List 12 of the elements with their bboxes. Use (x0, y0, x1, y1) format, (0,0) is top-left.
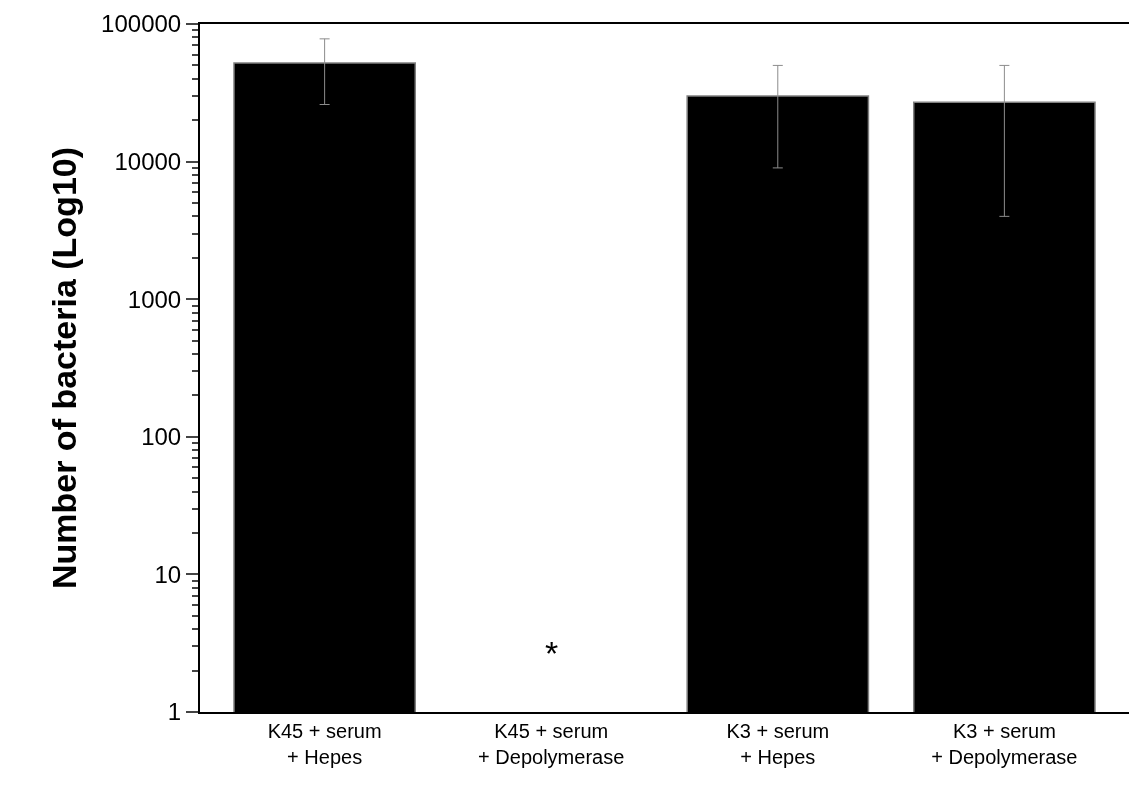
x-tick-label: K3 + serum + Hepes (726, 720, 830, 768)
x-tick-label: K45 + serum + Depolymerase (478, 720, 625, 768)
y-tick-label: 10000 (114, 148, 182, 175)
y-tick-label: 100 (141, 423, 182, 451)
x-tick-label: K3 + serum + Depolymerase (931, 720, 1078, 768)
y-axis-title: Number of bacteria (Log10) (45, 146, 84, 590)
y-tick-label: 100000 (101, 10, 182, 38)
y-tick-label: 1 (167, 698, 182, 726)
y-tick-label: 10 (154, 560, 182, 588)
x-tick-label: K45 + serum + Hepes (267, 720, 382, 768)
y-tick-label: 1000 (127, 285, 182, 313)
annotation: * (545, 634, 559, 672)
